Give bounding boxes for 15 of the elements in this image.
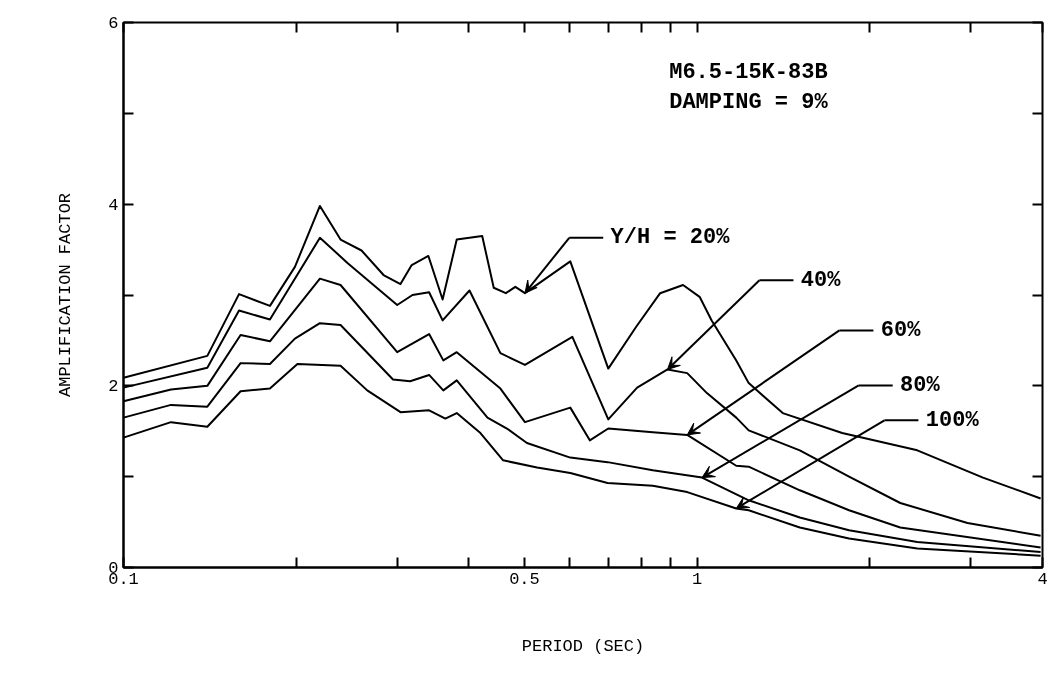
x-tick-label: 1	[692, 569, 703, 589]
legend-label: 40%	[800, 267, 842, 293]
x-axis-title: PERIOD (SEC)	[521, 636, 645, 656]
legend-label: 80%	[900, 372, 941, 398]
y-axis-title: AMPLIFICATION FACTOR	[56, 192, 76, 398]
y-tick-label: 6	[108, 14, 119, 33]
x-tick-label: 4	[1037, 569, 1048, 589]
legend-label: 60%	[880, 317, 922, 343]
annotation: DAMPING = 9%	[669, 90, 829, 116]
x-tick-label: 0.5	[509, 569, 540, 589]
legend-label: 100%	[925, 407, 980, 433]
annotation: M6.5-15K-83B	[669, 60, 828, 86]
y-tick-label: 2	[108, 377, 119, 397]
legend-label: Y/H = 20%	[610, 225, 731, 251]
y-tick-label: 4	[108, 195, 119, 215]
